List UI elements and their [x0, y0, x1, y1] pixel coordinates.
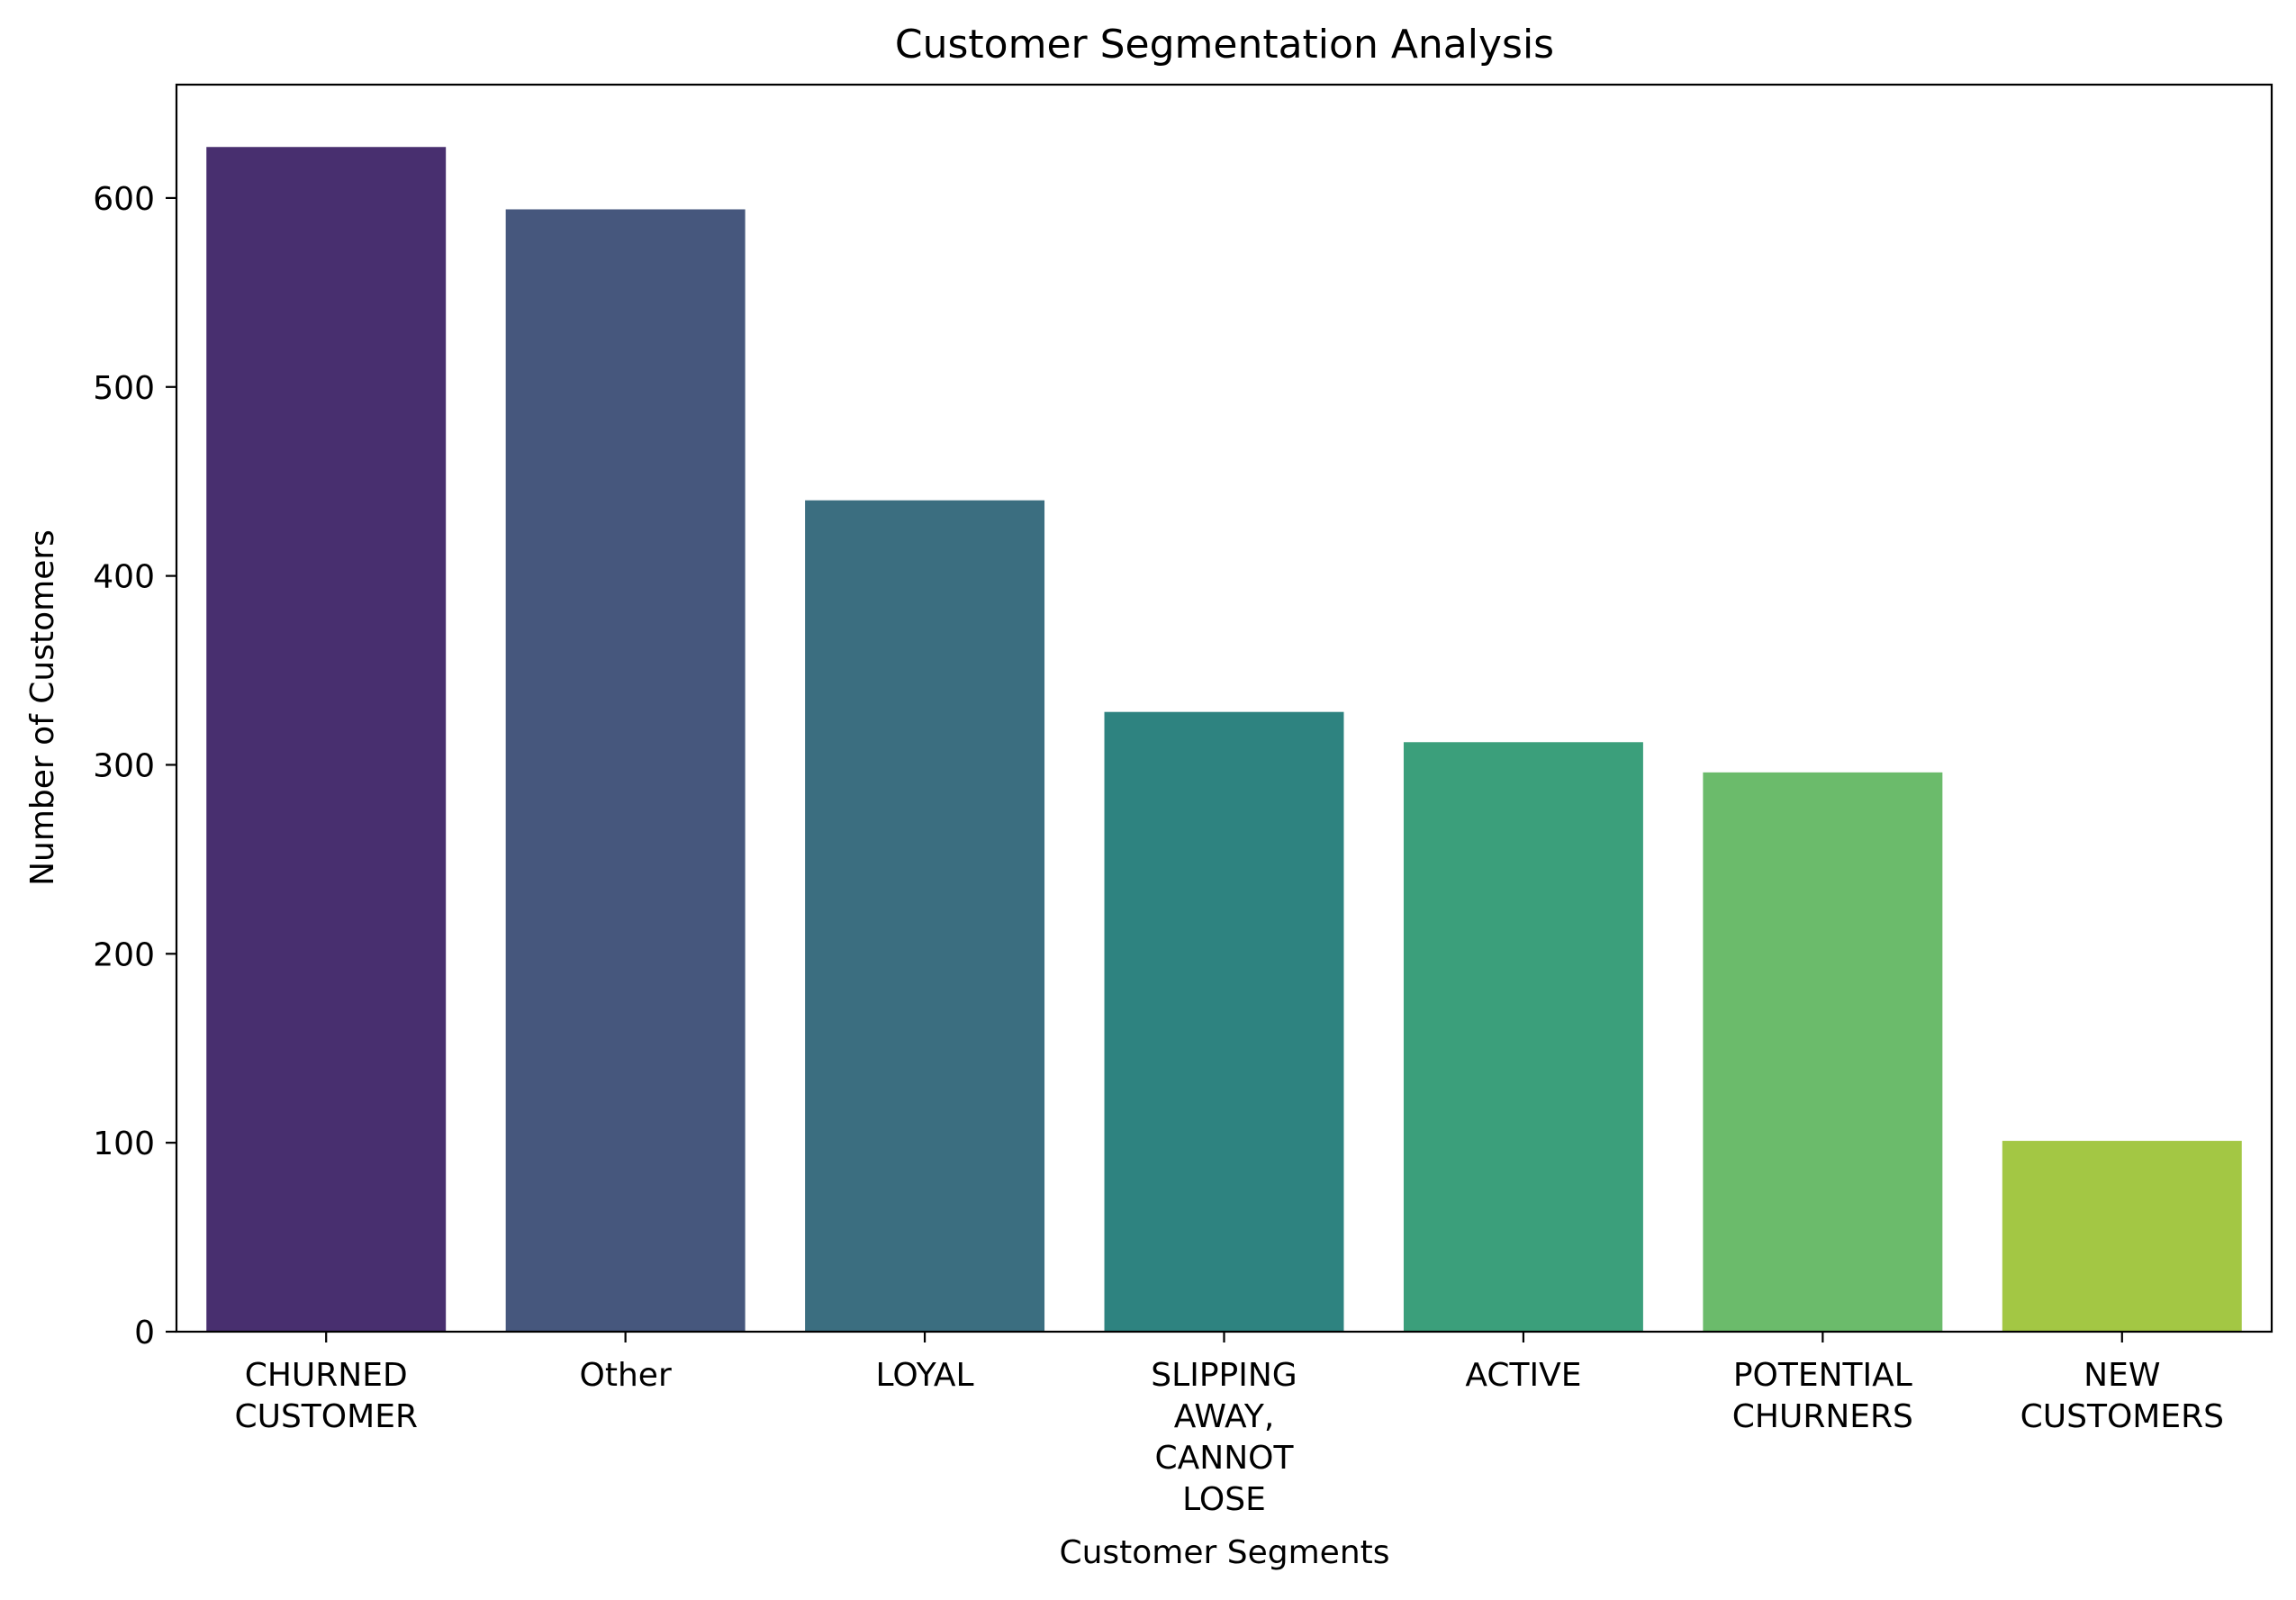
- bar-0: [206, 147, 447, 1332]
- x-tick-label-3: SLIPPING AWAY, CANNOT LOSE: [1151, 1357, 1297, 1518]
- x-tick-label-line: CUSTOMERS: [2020, 1398, 2224, 1435]
- y-tick-label-5: 500: [93, 370, 155, 407]
- x-tick-label-line: SLIPPING: [1151, 1357, 1297, 1394]
- chart-title: Customer Segmentation Analysis: [895, 22, 1554, 68]
- y-tick-label-3: 300: [93, 747, 155, 784]
- x-tick-label-2: LOYAL: [876, 1357, 974, 1394]
- axes-layer: 0 100 200 300 400 500 600 CHURNED CUSTOMER Other L…: [93, 83, 2273, 1518]
- bars-layer: [206, 147, 2242, 1332]
- x-tick-label-6: NEW CUSTOMERS: [2020, 1357, 2224, 1435]
- bar-6: [2002, 1141, 2242, 1332]
- bar-1: [505, 209, 746, 1332]
- x-tick-label-line: CANNOT: [1155, 1440, 1295, 1477]
- x-tick-label-line: LOYAL: [876, 1357, 974, 1394]
- bar-5: [1703, 772, 1943, 1332]
- bar-2: [805, 500, 1045, 1332]
- x-axis-label: Customer Segments: [1059, 1534, 1389, 1571]
- x-tick-label-5: POTENTIAL CHURNERS: [1732, 1357, 1913, 1435]
- y-axis-label: Number of Customers: [24, 529, 61, 886]
- y-tick-label-2: 200: [93, 936, 155, 973]
- x-tick-label-line: CUSTOMER: [234, 1398, 417, 1435]
- x-tick-label-line: Other: [580, 1357, 672, 1394]
- y-tick-label-0: 0: [134, 1315, 155, 1351]
- x-tick-label-line: AWAY,: [1174, 1398, 1275, 1435]
- x-tick-label-line: CHURNERS: [1732, 1398, 1913, 1435]
- x-tick-label-line: ACTIVE: [1465, 1357, 1581, 1394]
- x-tick-label-line: POTENTIAL: [1733, 1357, 1912, 1394]
- y-tick-label-4: 400: [93, 559, 155, 596]
- x-tick-label-0: CHURNED CUSTOMER: [234, 1357, 417, 1435]
- y-tick-label-6: 600: [93, 181, 155, 218]
- x-tick-label-line: NEW: [2084, 1357, 2160, 1394]
- x-tick-label-line: LOSE: [1182, 1481, 1266, 1518]
- bar-3: [1104, 711, 1344, 1332]
- x-tick-label-1: Other: [580, 1357, 672, 1394]
- bar-4: [1403, 742, 1643, 1332]
- y-tick-label-1: 100: [93, 1125, 155, 1162]
- x-tick-label-4: ACTIVE: [1465, 1357, 1581, 1394]
- x-tick-label-line: CHURNED: [245, 1357, 408, 1394]
